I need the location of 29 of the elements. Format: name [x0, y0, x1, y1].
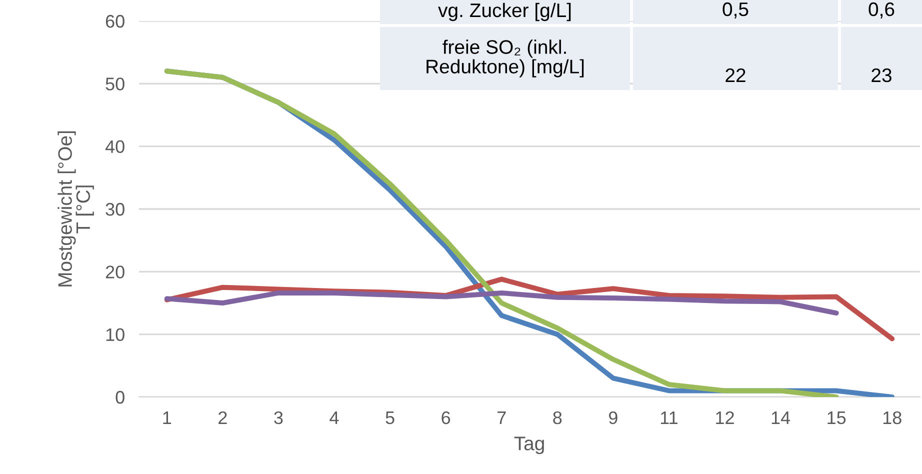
- x-tick-label: 7: [498, 412, 506, 424]
- annotation: freie SO₂ (inkl. Reduktone) [mg/L]: [426, 40, 584, 78]
- y-tick-label: 40: [105, 140, 124, 154]
- x-tick-label: 9: [609, 411, 618, 424]
- y-tick-label: 20: [106, 266, 124, 278]
- y-tick-label: 60: [106, 14, 124, 28]
- annotation: 23: [872, 68, 892, 82]
- y-axis-title: Mostgewicht [°Oe] T [°C]: [58, 131, 94, 286]
- annotation: 22: [726, 68, 746, 82]
- annotation: vg. Zucker [g/L]: [438, 2, 571, 22]
- x-tick-label: 12: [716, 411, 734, 424]
- x-tick-label: 18: [883, 411, 902, 424]
- y-tick-label: 0: [116, 390, 124, 404]
- x-tick-label: 6: [442, 411, 450, 424]
- y-tick-label: 10: [106, 328, 124, 342]
- x-tick-label: 5: [386, 412, 394, 424]
- text: 0,6: [868, 2, 894, 18]
- x-tick-label: 1: [163, 412, 172, 424]
- x-tick-label: 3: [274, 411, 283, 424]
- x-tick-label: 2: [218, 411, 227, 424]
- y-tick-label: 50: [106, 78, 124, 90]
- x-tick-label: 4: [330, 412, 339, 424]
- x-tick-label: 8: [553, 411, 562, 424]
- x-tick-label: 11: [660, 412, 678, 424]
- text: 0,5: [722, 2, 748, 18]
- x-axis-title: Tag: [514, 436, 544, 454]
- y-tick-label: 30: [106, 202, 124, 216]
- x-tick-label: 14: [772, 412, 790, 424]
- x-tick-label: 15: [828, 412, 846, 424]
